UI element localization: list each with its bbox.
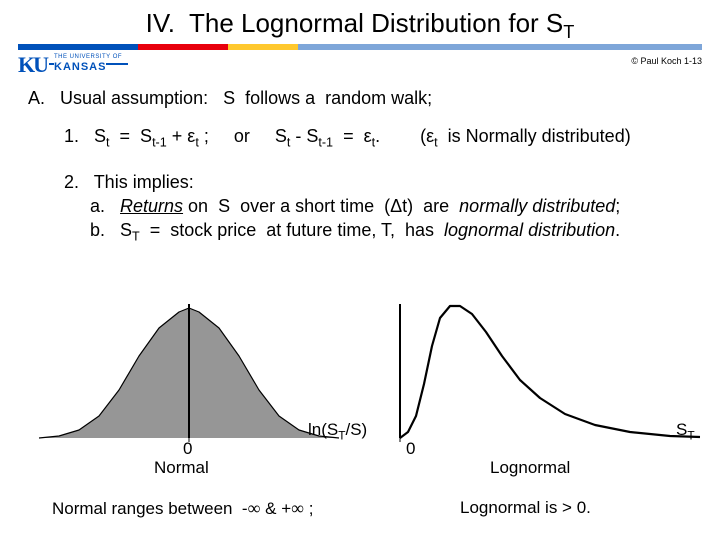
page-title: IV. The Lognormal Distribution for ST: [0, 8, 720, 43]
normal-zero-label: 0: [183, 439, 192, 459]
nrt-mid: & +: [260, 499, 291, 518]
infinity-icon: ∞: [248, 498, 261, 518]
charts-area: 0 ln(ST/S) Normal 0 ST Lognormal Normal …: [0, 298, 720, 538]
l1g: . (ε: [375, 126, 434, 146]
lognormal-range-text: Lognormal is > 0.: [460, 498, 591, 518]
rule-seg-blue: [18, 44, 138, 50]
l1e-sub: t-1: [318, 136, 333, 150]
lognormal-chart: 0 ST Lognormal: [380, 298, 720, 498]
normal-range-text: Normal ranges between -∞ & +∞ ;: [52, 498, 313, 519]
line-1: 1. St = St-1 + εt ; or St - St-1 = εt. (…: [64, 124, 700, 152]
nlbl-pre: ln(S: [308, 420, 338, 439]
rule-seg-yellow: [228, 44, 298, 50]
l2a-mid: on S over a short time (Δt) are: [183, 196, 459, 216]
l1c: + ε: [167, 126, 196, 146]
title-text: IV. The Lognormal Distribution for S: [146, 8, 564, 38]
logo-big: KANSAS: [54, 61, 106, 73]
line-2: 2. This implies:: [64, 170, 700, 194]
line-2b: b. ST = stock price at future time, T, h…: [90, 218, 700, 246]
normal-axis-top-label: ln(ST/S): [308, 420, 367, 442]
ku-logo: KU THE UNIVERSITY OF KANSAS: [18, 52, 128, 74]
l1a: 1. S: [64, 126, 106, 146]
rule-seg-light: [298, 44, 702, 50]
l2a-post: ;: [615, 196, 620, 216]
body-text: A. Usual assumption: S follows a random …: [28, 86, 700, 246]
l2b-log: lognormal distribution: [444, 220, 615, 240]
l2b-pre: b. S: [90, 220, 132, 240]
line-2a: a. Returns on S over a short time (Δt) a…: [90, 194, 700, 218]
nlbl-post: /S): [346, 420, 368, 439]
credit-text: © Paul Koch 1-13: [631, 56, 702, 66]
l1b-sub: t-1: [152, 136, 167, 150]
normal-name: Normal: [154, 458, 209, 478]
l1b: = S: [110, 126, 153, 146]
lognormal-svg: [380, 298, 720, 458]
l2a-returns: Returns: [120, 196, 183, 216]
header-rule: [18, 44, 702, 50]
nlbl-sub: T: [338, 428, 345, 442]
logo-small: THE UNIVERSITY OF: [54, 54, 122, 60]
rule-seg-red: [138, 44, 228, 50]
l2b-post: .: [615, 220, 620, 240]
llbl-pre: S: [676, 420, 687, 439]
line-a: A. Usual assumption: S follows a random …: [28, 86, 700, 110]
slide: IV. The Lognormal Distribution for ST KU…: [0, 0, 720, 540]
l2a-pre: a.: [90, 196, 120, 216]
lognormal-zero-label: 0: [406, 439, 415, 459]
nrt-post: ;: [304, 499, 313, 518]
l1e: - S: [290, 126, 318, 146]
l2b-sub: T: [132, 230, 140, 244]
l2b-mid: = stock price at future time, T, has: [140, 220, 444, 240]
logo-ku: KU: [18, 52, 49, 78]
title-sub: T: [563, 22, 574, 42]
l1h: is Normally distributed): [438, 126, 631, 146]
lognormal-name: Lognormal: [490, 458, 570, 478]
lognormal-axis-top-label: ST: [676, 420, 695, 442]
l2a-norm: normally distributed: [459, 196, 615, 216]
nrt-pre: Normal ranges between -: [52, 499, 248, 518]
llbl-sub: T: [687, 428, 694, 442]
infinity-icon: ∞: [291, 498, 304, 518]
normal-chart: 0 ln(ST/S) Normal: [24, 298, 364, 498]
l1d: ; or S: [199, 126, 287, 146]
l1f: = ε: [333, 126, 372, 146]
